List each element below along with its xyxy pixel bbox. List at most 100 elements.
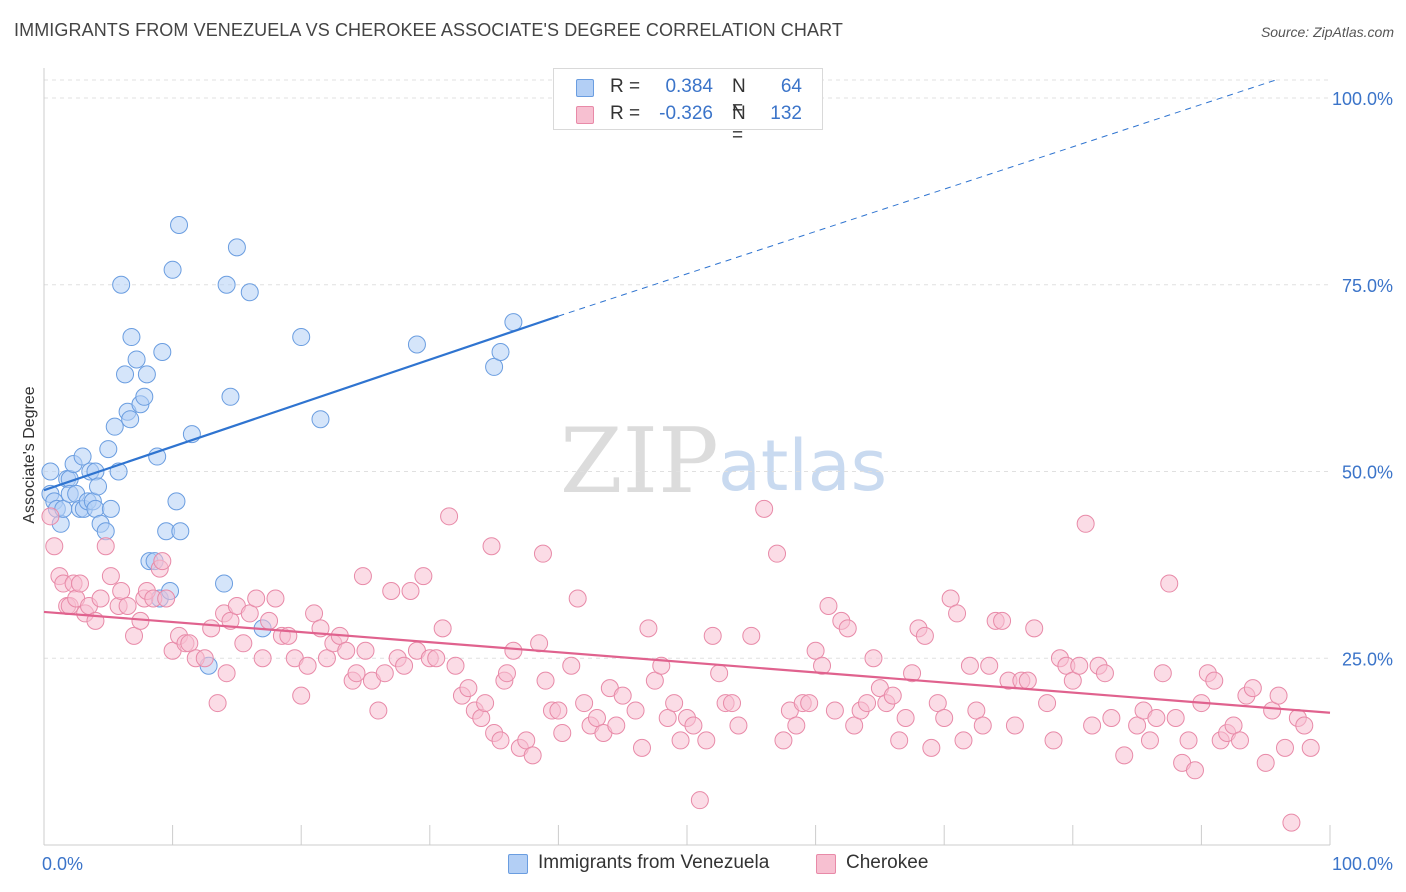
cherokee-point xyxy=(1147,709,1166,728)
cherokee-point xyxy=(504,641,523,660)
cherokee-point xyxy=(533,544,552,563)
cherokee-point xyxy=(45,537,64,556)
cherokee-point xyxy=(459,679,478,698)
cherokee-point xyxy=(1179,731,1198,750)
cherokee-point xyxy=(639,619,658,638)
watermark-atlas: atlas xyxy=(718,425,887,507)
cherokee-point xyxy=(1070,656,1089,675)
cherokee-point xyxy=(1025,619,1044,638)
y-tick-label: 50.0% xyxy=(1342,463,1393,483)
cherokee-point xyxy=(1063,671,1082,690)
cherokee-point xyxy=(112,582,131,601)
cherokee-point xyxy=(476,694,495,713)
cherokee-point xyxy=(1018,671,1037,690)
cherokee-point xyxy=(153,552,172,571)
cherokee-point xyxy=(375,664,394,683)
cherokee-point xyxy=(1205,671,1224,690)
cherokee-point xyxy=(568,589,587,608)
y-tick-label: 25.0% xyxy=(1342,649,1393,669)
cherokee-point xyxy=(234,634,253,653)
cherokee-point xyxy=(607,716,626,735)
cherokee-point xyxy=(838,619,857,638)
cherokee-point xyxy=(472,709,491,728)
x-tick-label-min: 0.0% xyxy=(42,854,83,874)
cherokee-point xyxy=(813,656,832,675)
cherokee-point xyxy=(395,656,414,675)
cherokee-point xyxy=(1038,694,1057,713)
cherokee-point xyxy=(1166,709,1185,728)
cherokee-point xyxy=(382,582,401,601)
cherokee-point xyxy=(208,694,227,713)
cherokee-point xyxy=(845,716,864,735)
cherokee-point xyxy=(1076,514,1095,533)
cherokee-point xyxy=(1115,746,1134,765)
bottom-legend-label: Immigrants from Venezuela xyxy=(538,852,770,873)
venezuela-point xyxy=(122,328,141,347)
cherokee-point xyxy=(928,694,947,713)
venezuela-point xyxy=(171,522,190,541)
bottom-legend-swatch-pink xyxy=(816,854,836,874)
cherokee-point xyxy=(347,664,366,683)
cherokee-point xyxy=(703,626,722,645)
venezuela-point xyxy=(292,328,311,347)
venezuela-point xyxy=(135,387,154,406)
source-credit: Source: ZipAtlas.com xyxy=(1260,24,1394,40)
cherokee-point xyxy=(954,731,973,750)
cherokee-point xyxy=(1224,716,1243,735)
cherokee-point xyxy=(710,664,729,683)
cherokee-point xyxy=(247,589,266,608)
cherokee-point xyxy=(305,604,324,623)
cherokee-point xyxy=(1083,716,1102,735)
cherokee-point xyxy=(613,686,632,705)
cherokee-point xyxy=(948,604,967,623)
cherokee-point xyxy=(96,537,115,556)
cherokee-point xyxy=(755,499,774,518)
cherokee-point xyxy=(549,701,568,720)
cherokee-point xyxy=(523,746,542,765)
cherokee-point xyxy=(915,626,934,645)
cherokee-point xyxy=(658,709,677,728)
cherokee-point xyxy=(903,664,922,683)
venezuela-point xyxy=(227,238,246,257)
venezuela-point xyxy=(491,342,510,361)
cherokee-point xyxy=(1243,679,1262,698)
cherokee-point xyxy=(723,694,742,713)
venezuela-point xyxy=(153,342,172,361)
venezuela-point xyxy=(215,574,234,593)
cherokee-point xyxy=(195,649,214,668)
cherokee-point xyxy=(369,701,388,720)
cherokee-point xyxy=(632,738,651,757)
cherokee-point xyxy=(1160,574,1179,593)
cherokee-point xyxy=(1095,664,1114,683)
chart-title: IMMIGRANTS FROM VENEZUELA VS CHEROKEE AS… xyxy=(14,20,843,40)
cherokee-point xyxy=(118,596,137,615)
venezuela-trend-extension xyxy=(558,80,1278,317)
cherokee-point xyxy=(671,731,690,750)
venezuela-point xyxy=(485,357,504,376)
cherokee-point xyxy=(935,709,954,728)
cherokee-point xyxy=(729,716,748,735)
cherokee-point xyxy=(1282,813,1301,832)
cherokee-point xyxy=(575,694,594,713)
cherokee-point xyxy=(337,641,356,660)
cherokee-point xyxy=(800,694,819,713)
cherokee-point xyxy=(101,567,120,586)
bottom-legend-swatch-blue xyxy=(508,854,528,874)
legend-n-label: N = xyxy=(732,76,746,119)
cherokee-point xyxy=(125,626,144,645)
cherokee-point xyxy=(819,596,838,615)
venezuela-point xyxy=(217,275,236,294)
cherokee-point xyxy=(896,709,915,728)
cherokee-point xyxy=(1295,716,1314,735)
cherokee-point xyxy=(1269,686,1288,705)
cherokee-point xyxy=(1275,738,1294,757)
cherokee-point xyxy=(1256,753,1275,772)
cherokee-point xyxy=(240,604,259,623)
cherokee-point xyxy=(536,671,555,690)
cherokee-point xyxy=(482,537,501,556)
cherokee-point xyxy=(1301,738,1320,757)
venezuela-point xyxy=(137,365,156,384)
cherokee-point xyxy=(774,731,793,750)
cherokee-point xyxy=(292,686,311,705)
venezuela-trend-line xyxy=(43,315,559,492)
